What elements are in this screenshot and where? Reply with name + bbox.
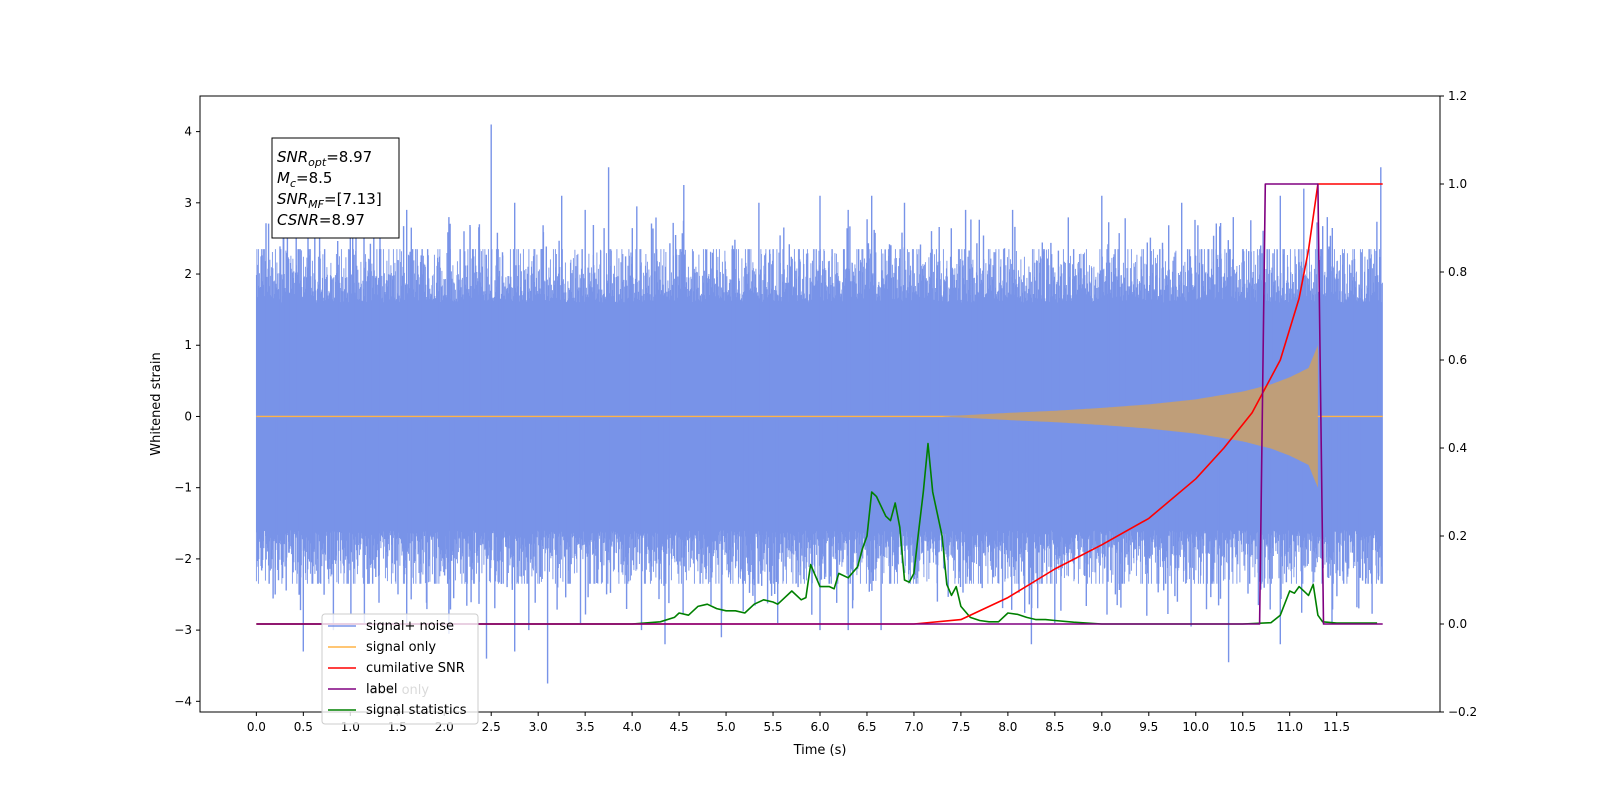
x-tick-label: 0.0: [247, 720, 266, 734]
signal-only-chirp: [942, 345, 1318, 488]
x-tick-label: 4.0: [623, 720, 642, 734]
x-tick-label: 5.5: [763, 720, 782, 734]
annotation-frame: [271, 137, 400, 239]
x-tick-label: 4.5: [670, 720, 689, 734]
y-tick-label: −3: [174, 623, 192, 637]
y2-tick-label: −0.2: [1448, 705, 1477, 719]
y-tick-label: 2: [184, 267, 192, 281]
x-tick-label: 6.0: [810, 720, 829, 734]
x-tick-label: 0.5: [294, 720, 313, 734]
x-tick-label: 8.0: [998, 720, 1017, 734]
y-tick-label: −2: [174, 552, 192, 566]
cumulative-snr-line: [256, 183, 1383, 625]
x-tick-label: 10.5: [1229, 720, 1256, 734]
x-tick-label: 8.5: [1045, 720, 1064, 734]
x-tick-label: 9.5: [1139, 720, 1158, 734]
signal-noise-spikes: [260, 124, 1382, 684]
legend-hidden-label: label only: [366, 683, 429, 698]
x-tick-label: 7.5: [951, 720, 970, 734]
x-axis-label: Time (s): [793, 743, 847, 758]
y-tick-label: 4: [184, 125, 192, 139]
x-tick-label: 3.5: [576, 720, 595, 734]
label-line: [256, 183, 1383, 625]
x-tick-label: 6.5: [857, 720, 876, 734]
legend: signal+ noise signal only cumilative SNR la…: [321, 613, 479, 725]
legend-label: signal statistics: [366, 703, 467, 718]
x-tick-label: 3.0: [529, 720, 548, 734]
y-tick-label: 0: [184, 409, 192, 423]
legend-label: label: [366, 682, 397, 697]
x-tick-label: 2.5: [482, 720, 501, 734]
x-tick-label: 7.0: [904, 720, 923, 734]
y2-tick-label: 1.2: [1448, 89, 1467, 103]
annotation-line: CSNR=8.97: [277, 211, 365, 229]
x-tick-label: 9.0: [1092, 720, 1111, 734]
legend-frame: [321, 613, 479, 725]
plot-area: [255, 124, 1383, 684]
legend-label: cumilative SNR: [366, 661, 465, 676]
y-tick-label: 3: [184, 196, 192, 210]
y2-tick-label: 0.6: [1448, 353, 1467, 367]
annotation-line: Mc=8.5: [277, 169, 332, 190]
x-tick-label: 5.0: [717, 720, 736, 734]
x-tick-label: 10.0: [1182, 720, 1209, 734]
y-axis-label: Whitened strain: [149, 352, 164, 455]
legend-label: signal+ noise: [366, 619, 454, 634]
y-tick-label: 1: [184, 338, 192, 352]
annotation-line: SNRopt=8.97: [277, 148, 372, 169]
x-tick-label: 11.0: [1276, 720, 1303, 734]
annotation-line: SNRMF=[7.13]: [277, 190, 382, 211]
y2-tick-label: 0.2: [1448, 529, 1467, 543]
y2-tick-label: 1.0: [1448, 177, 1467, 191]
x-tick-label: 11.5: [1323, 720, 1350, 734]
legend-label: signal only: [366, 640, 436, 655]
y2-tick-label: 0.0: [1448, 617, 1467, 631]
y-tick-label: −4: [174, 694, 192, 708]
y-tick-label: −1: [174, 481, 192, 495]
y2-tick-label: 0.4: [1448, 441, 1467, 455]
y2-tick-label: 0.8: [1448, 265, 1467, 279]
